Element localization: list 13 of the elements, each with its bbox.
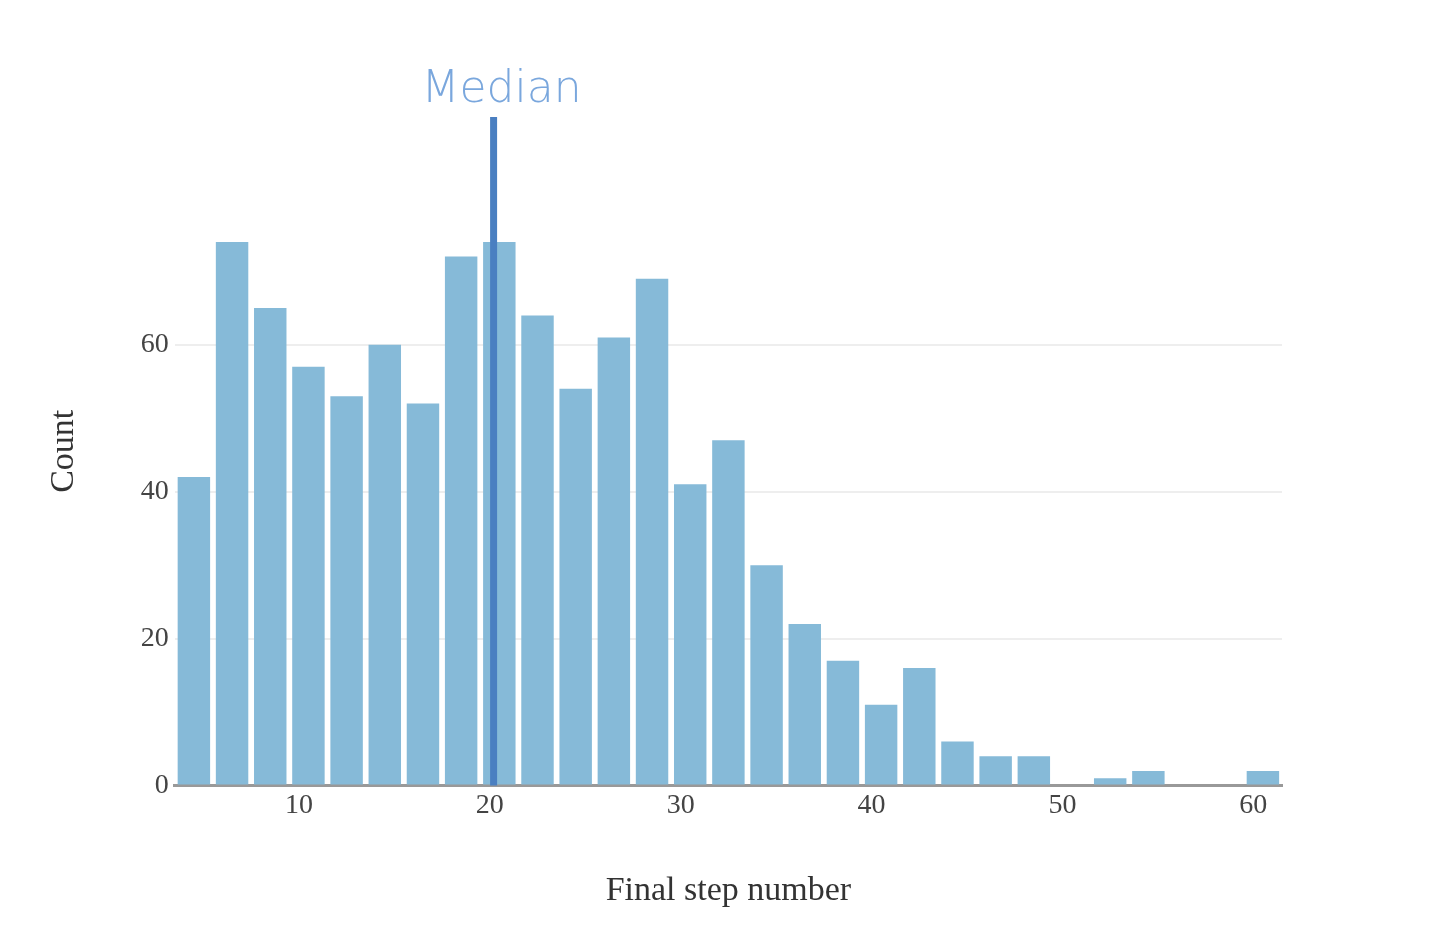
ref-line-label: Median — [421, 61, 582, 113]
y-tick-label: 20 — [140, 621, 169, 653]
y-axis-title: Count — [43, 409, 81, 493]
y-tick-label: 40 — [140, 474, 169, 506]
x-tick-label: 30 — [666, 787, 695, 819]
x-tick-label: 40 — [857, 787, 886, 819]
x-axis-title: Final step number — [605, 869, 852, 907]
x-tick-label: 50 — [1048, 787, 1077, 819]
x-tick-label: 20 — [475, 787, 504, 819]
y-tick-label: 60 — [140, 327, 169, 359]
x-tick-label: 10 — [284, 787, 313, 819]
y-tick-label: 0 — [154, 767, 169, 799]
x-tick-label: 60 — [1239, 787, 1268, 819]
